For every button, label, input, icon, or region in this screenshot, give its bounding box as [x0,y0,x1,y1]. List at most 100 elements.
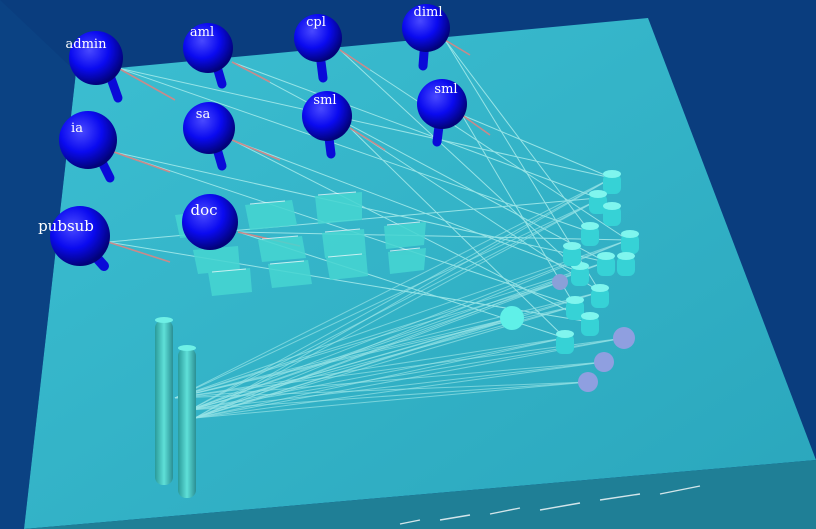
connection-line [117,67,613,179]
cylinder-node [603,202,621,226]
panel [245,200,297,230]
connection-line [174,337,566,399]
cylinder-node [556,330,574,354]
connection-line [174,261,607,399]
sphere-label: doc [190,201,217,219]
connection-line [189,199,599,411]
module-spheres[interactable]: admin aml cpl diml ia sa [38,4,467,271]
panel [258,236,306,262]
floor-plane-front-edge [24,460,816,529]
node-cluster-right [556,170,639,354]
connection-line [194,361,605,419]
sphere-node[interactable]: sa [183,102,235,171]
panel [193,246,240,274]
tall-cylinder [155,320,173,485]
sphere-node[interactable]: diml [402,4,450,71]
panel [208,268,252,296]
sphere-node[interactable]: sml [417,79,467,147]
sphere-node[interactable]: ia [59,111,117,183]
hub-node [500,306,524,330]
sphere-label: pubsub [38,217,94,235]
cylinder-node [621,230,639,254]
connection-line [194,317,513,419]
front-edge-marks [399,485,701,525]
connection-line [231,61,607,263]
sphere-cpl [294,14,342,62]
tall-cylinder [178,348,196,498]
sphere-sa [183,102,235,154]
connection-line [113,151,576,307]
connection-line [194,381,589,419]
sphere-label: admin [66,37,108,52]
connection-line [174,177,613,399]
connection-line [194,337,566,419]
connection-line [117,67,591,233]
panel [384,222,426,249]
connection-line [349,127,566,339]
sphere-sml-2 [417,79,467,129]
connection-line [189,337,566,411]
cylinder-node [566,296,584,320]
cylinder-node [589,190,607,214]
panel [268,260,312,288]
connection-line [231,61,599,199]
connection-line [237,231,629,241]
sphere-node[interactable]: pubsub [38,206,110,271]
sphere-label: sa [196,107,211,122]
cylinder-node [581,222,599,246]
small-node [613,327,635,349]
panel-tick-marks [211,191,421,273]
sphere-node[interactable]: aml [183,23,233,89]
sphere-node[interactable]: doc [182,194,238,250]
cylinder-node [597,252,615,276]
panel [326,254,368,280]
sphere-doc [182,194,238,250]
panel [322,229,366,258]
cylinder-node [617,252,635,276]
sphere-label: sml [313,93,336,108]
connection-line [174,199,599,399]
connection-line [461,114,576,307]
sphere-sml [302,91,352,141]
connection-line [189,381,589,411]
connection-line [194,281,561,419]
sphere-label: ia [71,121,83,136]
connection-line [231,139,581,273]
connection-line [461,114,613,179]
connection-line [174,361,605,399]
panel [315,192,362,224]
connection-line [194,199,599,419]
sphere-node[interactable]: sml [302,91,352,159]
connection-line [444,39,591,233]
cylinder-node [603,170,621,194]
sphere-label: aml [190,25,214,40]
connection-line [194,337,625,419]
tall-cylinders [155,317,196,498]
connection-line [194,239,629,419]
connection-line [189,317,513,411]
sphere-admin [69,31,123,85]
cylinder-node [591,284,609,308]
small-node [594,352,614,372]
sphere-node[interactable]: admin [66,31,123,103]
sphere-diml [402,4,450,52]
sphere-node[interactable]: cpl [294,14,342,83]
sphere-aml [183,23,233,73]
sphere-pubsub [50,206,110,266]
small-node [552,274,568,290]
connection-line [189,177,613,411]
connection-line [194,177,613,419]
sphere-ia [59,111,117,169]
small-node [578,372,598,392]
connection-line [189,361,605,411]
sphere-label: diml [414,5,443,20]
connection-line [189,261,607,411]
sphere-label: cpl [306,15,326,30]
floor-shadow-left [0,0,76,529]
cylinder-node [563,242,581,266]
cylinder-node [581,312,599,336]
connection-line [174,317,513,399]
sphere-label: sml [434,82,457,97]
connection-line [174,239,629,399]
